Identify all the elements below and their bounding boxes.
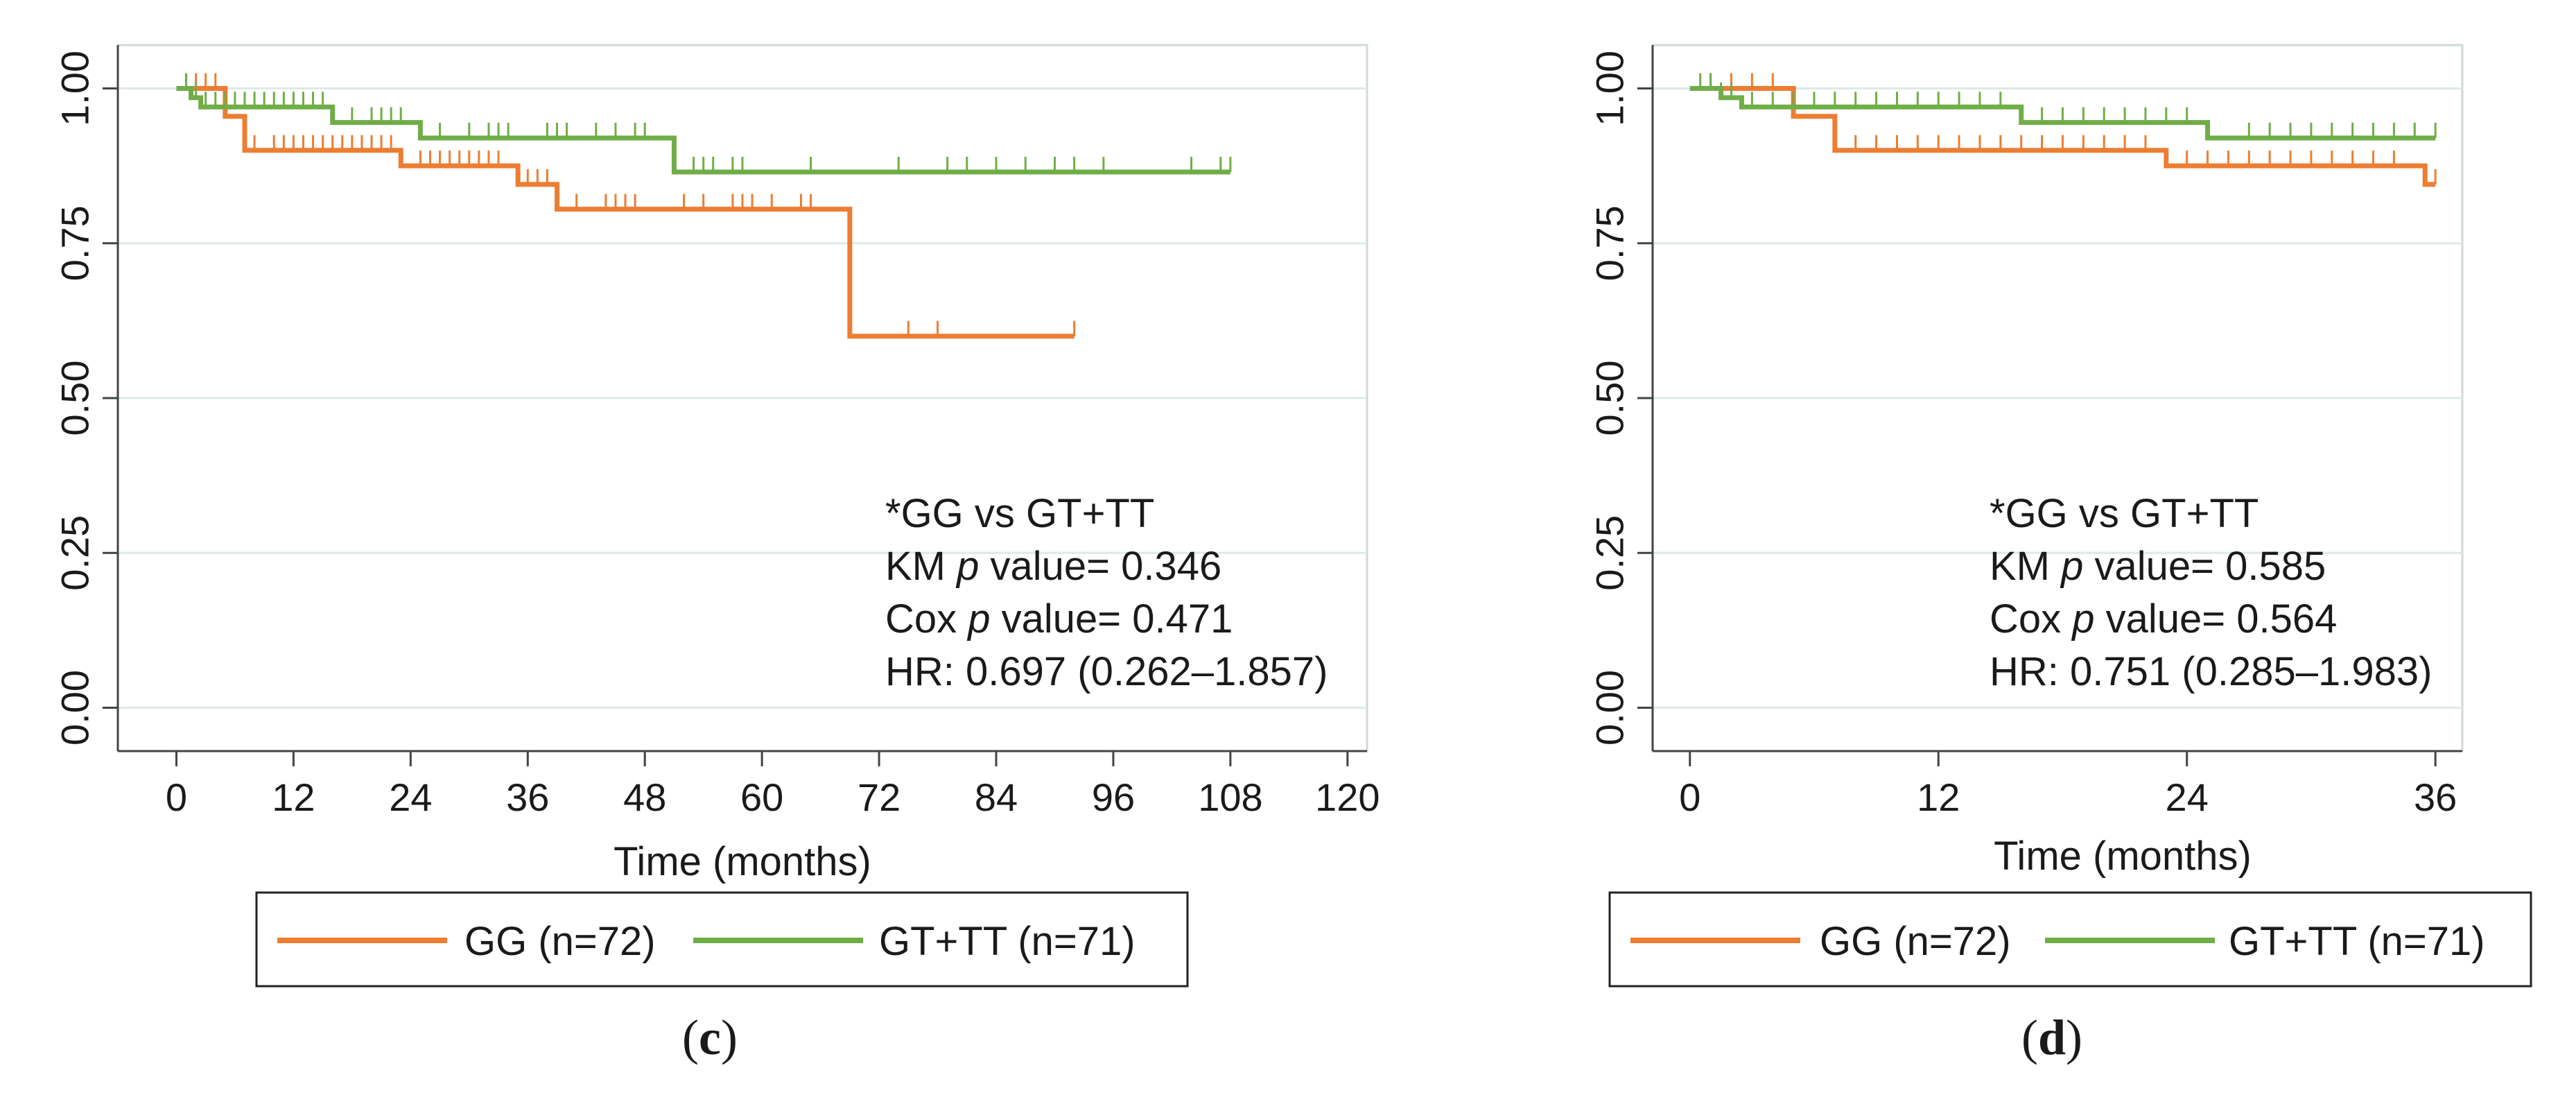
y-tick-label: 0.75: [53, 205, 97, 281]
annotation-line-4: HR: 0.697 (0.262–1.857): [885, 649, 1328, 694]
series-gttt: [176, 73, 1232, 175]
x-tick-label: 120: [1315, 775, 1380, 819]
x-tick-label: 24: [389, 775, 432, 819]
panel-c: 0.00 0.25 0.50 0.75 1.00 0 12 24 36 48 60 72 84 96 10…: [53, 44, 1380, 1065]
panel-label-c: (c): [682, 1010, 738, 1065]
annotation-text: Cox: [885, 596, 968, 642]
x-tick-label: 48: [623, 775, 666, 819]
y-ticks: 0.00 0.25 0.50 0.75 1.00: [53, 51, 118, 746]
panel-label-letter: d: [2038, 1010, 2066, 1065]
x-tick-label: 0: [166, 775, 187, 819]
annotation-text: value= 0.564: [2095, 596, 2338, 642]
annotation-text: value= 0.346: [979, 544, 1221, 589]
legend: GG (n=72) GT+TT (n=71): [255, 891, 1189, 988]
x-tick-label: 24: [2166, 775, 2209, 819]
x-tick-label: 12: [272, 775, 315, 819]
x-tick-label: 36: [506, 775, 549, 819]
x-tick-label: 60: [740, 775, 783, 819]
panel-label-open: (: [2021, 1010, 2038, 1065]
x-ticks: 0 12 24 36 48 60 72 84 96 108 120: [166, 751, 1380, 819]
y-tick-label: 0.00: [1588, 670, 1632, 746]
y-tick-label: 0.00: [53, 670, 97, 746]
x-axis-title: Time (months): [613, 839, 871, 884]
y-tick-label: 1.00: [1588, 51, 1632, 126]
y-tick-label: 1.00: [53, 51, 97, 126]
x-tick-label: 36: [2414, 775, 2457, 819]
panel-label-open: (: [682, 1010, 699, 1065]
grid-lines: [118, 87, 1367, 709]
annotation-text: KM: [885, 544, 957, 589]
x-axis-title: Time (months): [1994, 834, 2252, 879]
legend-label-gttt: GT+TT (n=71): [879, 919, 1135, 964]
y-tick-label: 0.25: [1588, 515, 1632, 591]
annotation-line-4: HR: 0.751 (0.285–1.983): [1990, 649, 2432, 694]
panel-label-close: ): [721, 1010, 738, 1065]
x-tick-label: 96: [1092, 775, 1135, 819]
x-ticks: 0 12 24 36: [1679, 751, 2457, 819]
annotation-text: Cox: [1990, 596, 2072, 642]
annotation-text: value= 0.471: [991, 596, 1233, 642]
y-tick-label: 0.50: [1588, 361, 1632, 436]
x-tick-label: 84: [975, 775, 1018, 819]
annotation: *GG vs GT+TT KM p value= 0.346 Cox p val…: [885, 491, 1328, 694]
series-gg: [176, 73, 1076, 339]
panel-d: 0.00 0.25 0.50 0.75 1.00 0 12 24 36 Time (month…: [1588, 44, 2532, 1065]
annotation-text: KM: [1990, 544, 2061, 589]
annotation-line-3: Cox p value= 0.471: [885, 596, 1233, 642]
series-gttt: [1689, 73, 2437, 141]
annotation-line-1: *GG vs GT+TT: [1990, 491, 2259, 536]
series-group: [1689, 73, 2437, 187]
legend-label-gg: GG (n=72): [464, 919, 656, 964]
y-tick-label: 0.25: [53, 515, 97, 591]
annotation-text: value= 0.585: [2083, 544, 2326, 589]
panel-label-close: ): [2066, 1010, 2082, 1065]
x-tick-label: 108: [1198, 775, 1262, 819]
panel-label-letter: c: [699, 1010, 721, 1065]
legend-label-gttt: GT+TT (n=71): [2229, 919, 2485, 964]
series-group: [176, 73, 1232, 339]
survival-curve: [176, 86, 1230, 175]
x-tick-label: 0: [1679, 775, 1700, 819]
annotation-line-1: *GG vs GT+TT: [885, 491, 1154, 536]
x-tick-label: 72: [858, 775, 900, 819]
y-ticks: 0.00 0.25 0.50 0.75 1.00: [1588, 51, 1653, 746]
annotation-line-3: Cox p value= 0.564: [1990, 596, 2337, 642]
y-tick-label: 0.75: [1588, 205, 1632, 281]
annotation-p-italic: p: [2060, 544, 2083, 589]
annotation-line-2: KM p value= 0.346: [885, 544, 1221, 589]
x-tick-label: 12: [1917, 775, 1960, 819]
legend: GG (n=72) GT+TT (n=71): [1608, 891, 2532, 988]
annotation-p-italic: p: [966, 596, 990, 642]
annotation: *GG vs GT+TT KM p value= 0.585 Cox p val…: [1990, 491, 2432, 694]
y-tick-label: 0.50: [53, 361, 97, 436]
annotation-line-2: KM p value= 0.585: [1990, 544, 2326, 589]
annotation-p-italic: p: [955, 544, 979, 589]
panel-label-d: (d): [2021, 1010, 2082, 1065]
legend-label-gg: GG (n=72): [1820, 919, 2011, 964]
annotation-p-italic: p: [2071, 596, 2094, 642]
